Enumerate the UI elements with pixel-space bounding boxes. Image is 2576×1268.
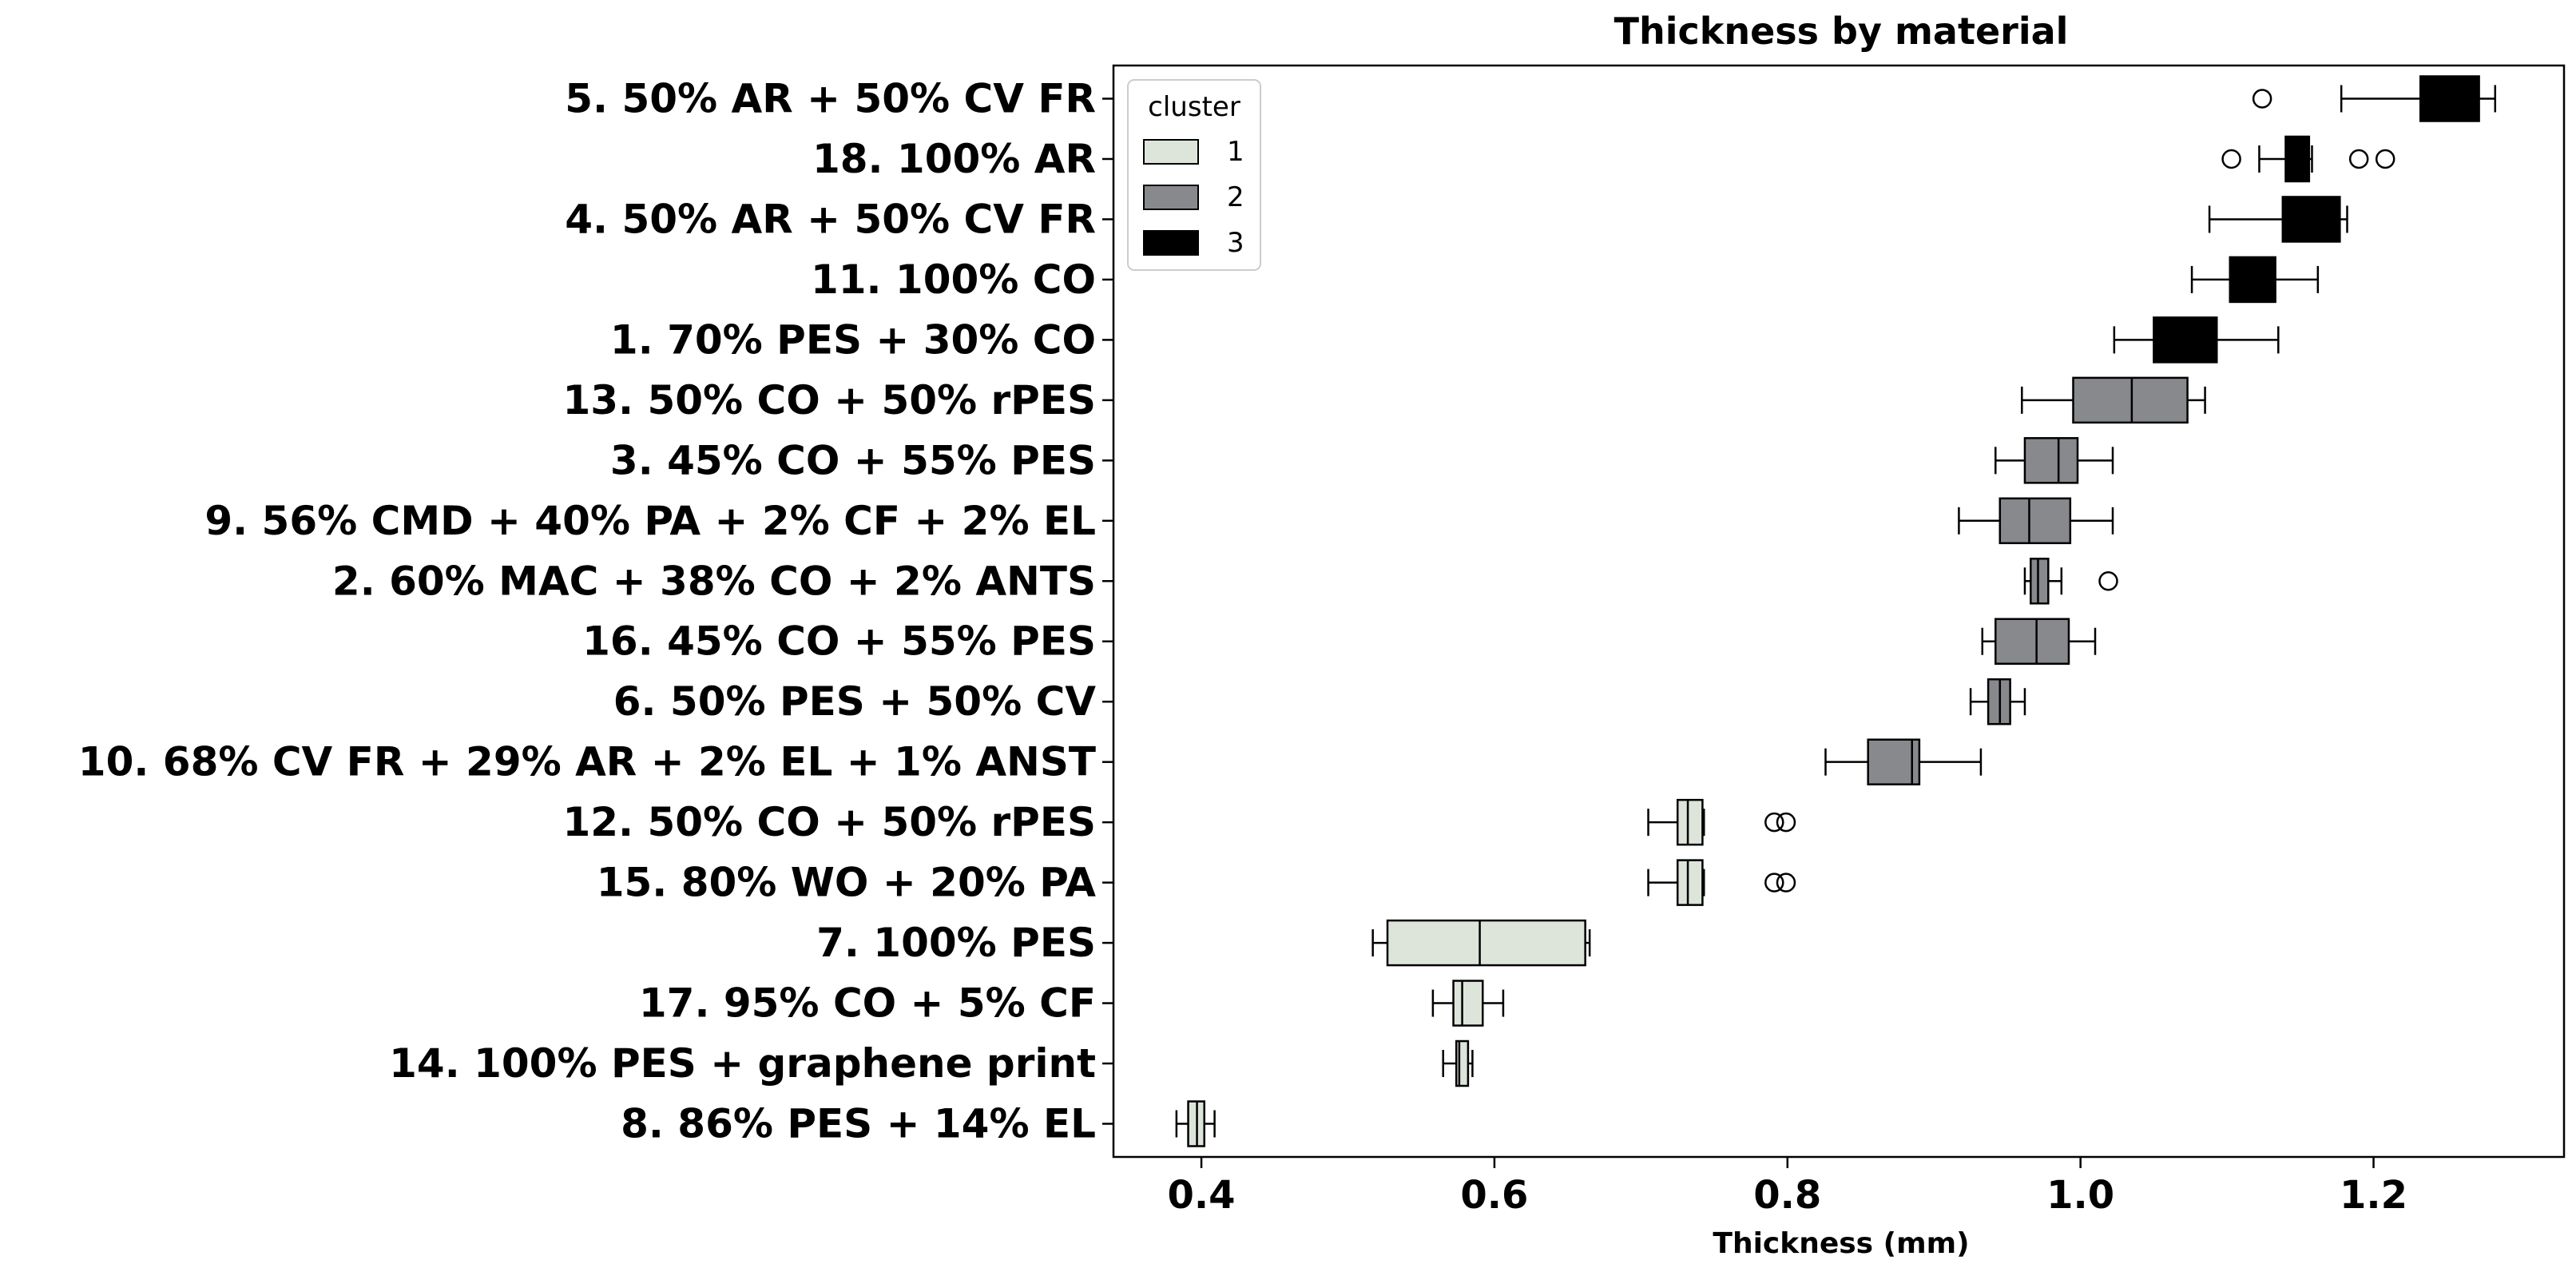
category-label: 2. 60% MAC + 38% CO + 2% ANTS bbox=[332, 558, 1096, 604]
box-iqr bbox=[2284, 135, 2311, 183]
category-label: 8. 86% PES + 14% EL bbox=[621, 1100, 1096, 1147]
box-iqr bbox=[1455, 1039, 1470, 1087]
box-iqr bbox=[1676, 798, 1704, 846]
box-1 bbox=[2252, 75, 2497, 122]
legend-swatch-2 bbox=[1143, 185, 1199, 210]
outlier-point bbox=[2252, 89, 2272, 109]
box-18 bbox=[1175, 1100, 1216, 1147]
box-iqr bbox=[1995, 618, 2070, 665]
category-label: 3. 45% CO + 55% PES bbox=[610, 437, 1096, 483]
category-label: 17. 95% CO + 5% CF bbox=[639, 980, 1096, 1027]
box-12 bbox=[1824, 738, 1983, 785]
box-iqr bbox=[2419, 75, 2480, 122]
x-axis: 0.4 0.6 0.8 1.0 1.2 bbox=[1168, 1157, 2407, 1218]
box-6 bbox=[2021, 376, 2206, 424]
chart-title: Thickness by material bbox=[1614, 10, 2069, 53]
category-label: 16. 45% CO + 55% PES bbox=[582, 618, 1096, 665]
legend-label-2: 2 bbox=[1227, 181, 1244, 213]
outlier-point bbox=[1764, 872, 1784, 892]
category-label: 11. 100% CO bbox=[811, 256, 1096, 303]
box-3 bbox=[2208, 196, 2348, 243]
x-tick-label: 0.4 bbox=[1168, 1173, 1236, 1218]
category-label: 10. 68% CV FR + 29% AR + 2% EL + 1% ANST bbox=[78, 739, 1096, 785]
category-label: 15. 80% WO + 20% PA bbox=[597, 860, 1097, 906]
category-label: 18. 100% AR bbox=[812, 136, 1096, 182]
x-tick-label: 1.2 bbox=[2340, 1173, 2407, 1218]
legend: cluster 1 2 3 bbox=[1127, 79, 1261, 271]
box-iqr bbox=[2072, 376, 2189, 424]
x-axis-label: Thickness (mm) bbox=[1713, 1227, 1969, 1260]
box-4 bbox=[2190, 256, 2320, 304]
category-label: 14. 100% PES + graphene print bbox=[389, 1040, 1096, 1087]
outlier-point bbox=[2098, 571, 2118, 591]
box-14 bbox=[1647, 859, 1796, 906]
legend-label-3: 3 bbox=[1227, 227, 1244, 259]
plot-area bbox=[1112, 64, 2566, 1159]
box-8 bbox=[1958, 497, 2114, 545]
box-iqr bbox=[2229, 256, 2276, 304]
outlier-point bbox=[2221, 149, 2241, 169]
box-15 bbox=[1371, 919, 1591, 967]
category-label: 12. 50% CO + 50% rPES bbox=[562, 799, 1096, 845]
category-label: 7. 100% PES bbox=[816, 920, 1096, 966]
box-7 bbox=[1995, 437, 2114, 484]
box-5 bbox=[2113, 316, 2280, 364]
outlier-point bbox=[2348, 149, 2369, 169]
box-iqr bbox=[1998, 497, 2072, 545]
legend-label-1: 1 bbox=[1227, 136, 1244, 168]
outlier-point bbox=[2375, 149, 2395, 169]
box-iqr bbox=[1452, 980, 1484, 1027]
box-iqr bbox=[1386, 919, 1586, 967]
legend-title: cluster bbox=[1148, 91, 1240, 123]
x-tick-label: 1.0 bbox=[2046, 1173, 2114, 1218]
box-iqr bbox=[2153, 316, 2218, 364]
x-tick-label: 0.6 bbox=[1460, 1173, 1528, 1218]
category-label: 9. 56% CMD + 40% PA + 2% CF + 2% EL bbox=[204, 498, 1096, 544]
box-iqr bbox=[1676, 859, 1704, 906]
box-11 bbox=[1969, 678, 2026, 725]
category-label: 4. 50% AR + 50% CV FR bbox=[565, 196, 1096, 242]
box-2 bbox=[2221, 135, 2395, 183]
category-label: 5. 50% AR + 50% CV FR bbox=[565, 76, 1096, 122]
outlier-point bbox=[1776, 872, 1796, 892]
box-17 bbox=[1442, 1039, 1474, 1087]
box-13 bbox=[1647, 798, 1796, 846]
box-9 bbox=[2023, 558, 2118, 605]
outlier-point bbox=[1776, 812, 1796, 833]
category-labels: 5. 50% AR + 50% CV FR 18. 100% AR 4. 50% A… bbox=[78, 76, 1113, 1147]
legend-swatch-3 bbox=[1143, 230, 1199, 256]
outlier-point bbox=[1764, 812, 1784, 833]
category-label: 13. 50% CO + 50% rPES bbox=[562, 377, 1096, 423]
box-16 bbox=[1431, 980, 1505, 1027]
box-iqr bbox=[2030, 558, 2050, 605]
box-10 bbox=[1981, 618, 2097, 665]
legend-frame bbox=[1127, 79, 1261, 271]
box-iqr bbox=[1867, 738, 1921, 785]
boxes-layer bbox=[1175, 75, 2497, 1147]
box-iqr bbox=[2281, 196, 2341, 243]
plot-frame bbox=[1112, 64, 2566, 1159]
category-label: 1. 70% PES + 30% CO bbox=[610, 316, 1096, 363]
legend-swatch-1 bbox=[1143, 139, 1199, 165]
category-label: 6. 50% PES + 50% CV bbox=[613, 678, 1097, 725]
x-tick-label: 0.8 bbox=[1753, 1173, 1821, 1218]
box-iqr bbox=[2023, 437, 2079, 484]
